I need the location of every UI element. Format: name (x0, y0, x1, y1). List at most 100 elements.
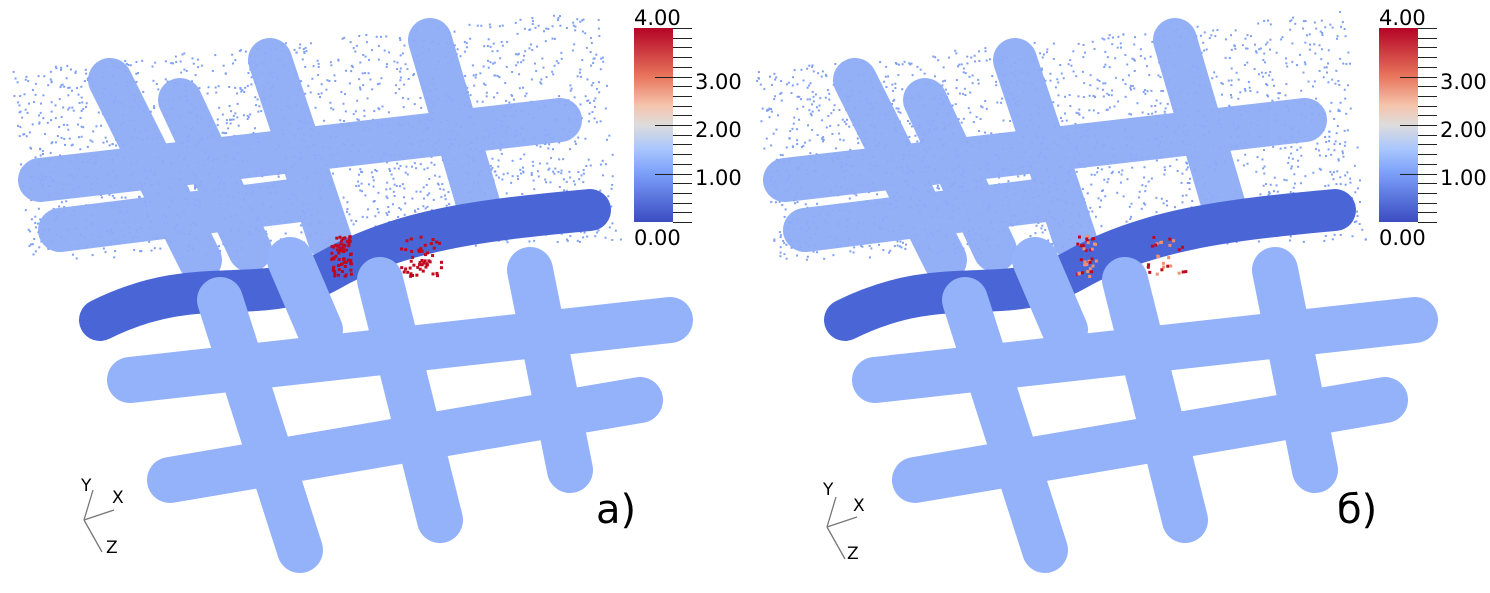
point (1155, 159, 1158, 162)
point (244, 50, 247, 53)
point (824, 73, 827, 76)
point (1315, 27, 1318, 30)
point (32, 253, 35, 256)
point (436, 274, 440, 278)
colorbar-tick (1418, 28, 1437, 29)
point (1208, 37, 1211, 40)
point (100, 196, 103, 199)
point (1150, 244, 1154, 248)
point (396, 67, 399, 70)
point (342, 257, 346, 261)
point (780, 80, 783, 83)
colorbar-tick-label: 2.00 (695, 118, 742, 142)
point (41, 153, 44, 156)
point (1056, 78, 1059, 81)
point (1089, 74, 1092, 77)
point (812, 95, 815, 98)
point (1138, 196, 1141, 199)
point (1263, 52, 1266, 55)
point (1328, 135, 1331, 138)
point (962, 67, 965, 70)
point (1124, 54, 1127, 57)
point (232, 118, 235, 121)
point (369, 78, 372, 81)
point (307, 84, 310, 87)
point (1044, 79, 1047, 82)
point (498, 25, 501, 28)
point (1337, 109, 1340, 112)
point (1052, 101, 1055, 104)
point (496, 91, 499, 94)
point (431, 238, 435, 242)
point (217, 245, 220, 248)
point (806, 67, 809, 70)
point (424, 265, 428, 269)
point (354, 50, 357, 53)
point (761, 107, 764, 110)
point (347, 258, 351, 262)
point (463, 50, 466, 53)
point (398, 37, 401, 40)
point (984, 100, 987, 103)
point (29, 230, 32, 233)
point (824, 96, 827, 99)
point (399, 76, 402, 79)
point (71, 253, 74, 256)
point (1093, 173, 1096, 176)
point (50, 80, 53, 83)
point (1047, 239, 1050, 242)
point (531, 23, 534, 26)
point (428, 260, 432, 264)
point (536, 170, 539, 173)
point (936, 186, 939, 189)
colorbar-tick (673, 183, 692, 185)
point (791, 127, 794, 130)
point (1257, 73, 1260, 76)
point (332, 108, 335, 111)
point (578, 71, 581, 74)
point (1230, 84, 1233, 87)
point (466, 46, 469, 49)
point (531, 160, 534, 163)
point (811, 64, 814, 67)
colorbar-max-label: 4.00 (634, 6, 681, 30)
point (79, 148, 82, 151)
point (380, 35, 383, 38)
point (359, 61, 362, 64)
point (1188, 188, 1191, 191)
point (956, 65, 959, 68)
point (551, 37, 554, 40)
point (1273, 190, 1276, 193)
point (228, 86, 231, 89)
point (392, 190, 395, 193)
point (551, 25, 554, 28)
point (348, 82, 351, 85)
point (114, 144, 117, 147)
point (393, 183, 396, 186)
point (1354, 191, 1357, 194)
point (820, 137, 823, 140)
point (258, 105, 261, 108)
point (38, 121, 41, 124)
point (900, 246, 903, 249)
point (533, 62, 536, 65)
point (895, 107, 898, 110)
point (1081, 70, 1084, 73)
point (1291, 157, 1294, 160)
point (519, 168, 522, 171)
point (1330, 153, 1333, 156)
point (778, 200, 781, 203)
point (42, 117, 45, 120)
point (595, 121, 598, 124)
point (332, 265, 336, 269)
point (610, 187, 613, 190)
point (1083, 260, 1087, 264)
point (153, 107, 156, 110)
point (54, 65, 57, 68)
colorbar-tick (673, 163, 692, 165)
point (236, 116, 239, 119)
point (937, 59, 940, 62)
point (1228, 56, 1231, 59)
point (490, 168, 493, 171)
point (607, 195, 610, 198)
